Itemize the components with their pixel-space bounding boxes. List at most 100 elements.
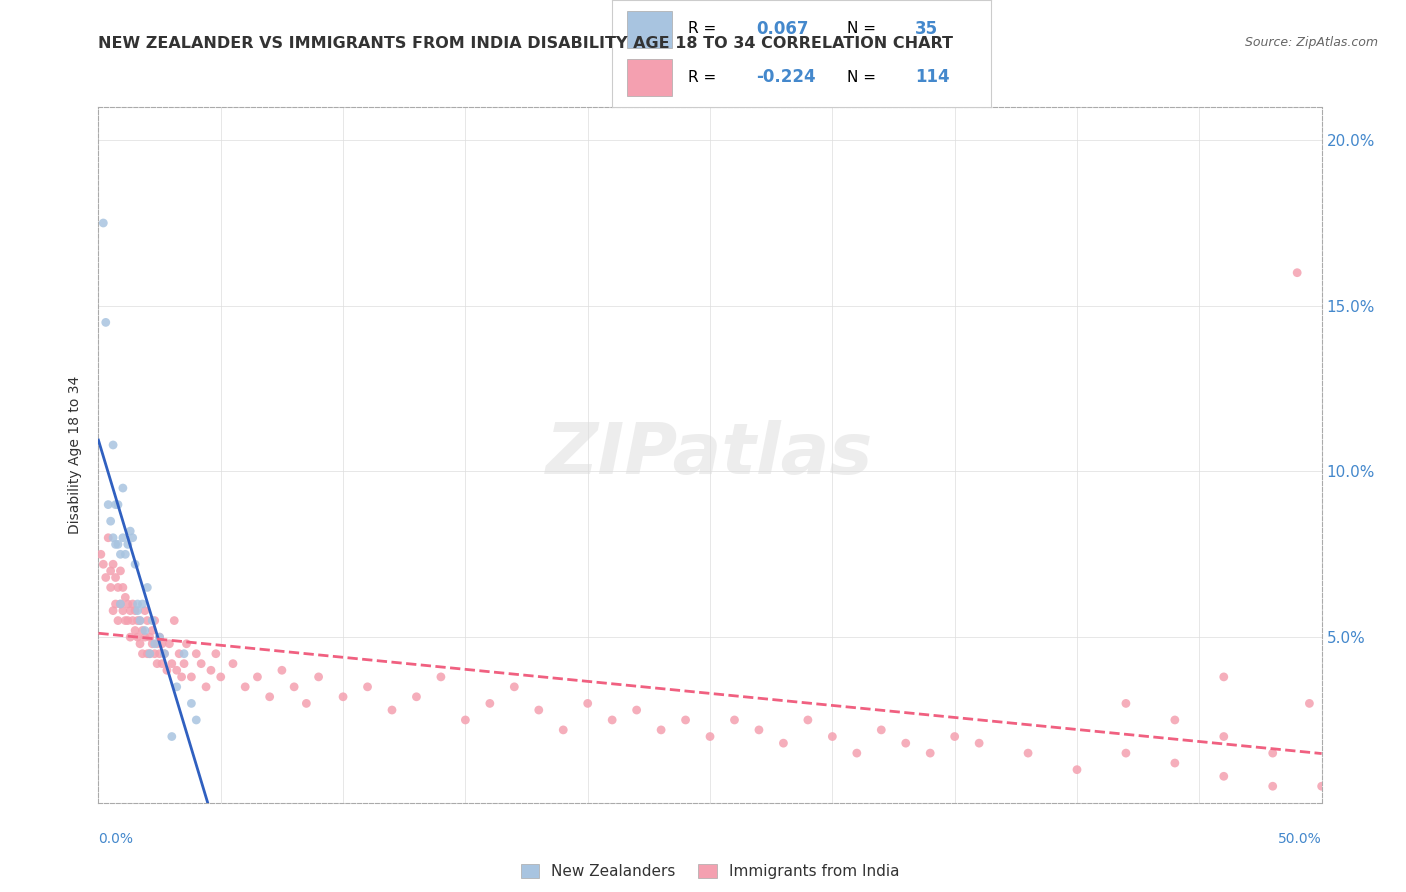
Point <box>143 637 166 651</box>
Point <box>134 630 156 644</box>
Point <box>1212 730 1234 744</box>
Point <box>114 614 136 628</box>
Point <box>111 604 134 618</box>
Point <box>141 637 163 651</box>
Point <box>150 637 173 651</box>
Point <box>527 703 550 717</box>
Point <box>120 630 142 644</box>
Legend: New Zealanders, Immigrants from India: New Zealanders, Immigrants from India <box>515 858 905 886</box>
Point <box>121 614 143 628</box>
Point <box>146 637 169 651</box>
Point <box>195 680 218 694</box>
Text: 35: 35 <box>915 20 938 37</box>
Point <box>100 581 122 595</box>
Point <box>1298 697 1320 711</box>
Text: 0.067: 0.067 <box>756 20 808 37</box>
Point <box>149 647 172 661</box>
Point <box>121 531 143 545</box>
Point <box>454 713 477 727</box>
Text: 114: 114 <box>915 68 950 86</box>
Point <box>153 647 176 661</box>
Point <box>143 614 166 628</box>
Point <box>97 531 120 545</box>
Point <box>1066 763 1088 777</box>
Y-axis label: Disability Age 18 to 34: Disability Age 18 to 34 <box>69 376 83 534</box>
Point <box>129 614 152 628</box>
Point <box>870 723 893 737</box>
Point <box>1261 746 1284 760</box>
Point <box>107 614 129 628</box>
Point <box>117 537 139 551</box>
Point <box>104 498 127 512</box>
Point <box>127 604 149 618</box>
Bar <box>627 59 672 96</box>
Point <box>381 703 404 717</box>
Point <box>127 597 149 611</box>
Point <box>100 564 122 578</box>
Point <box>173 647 195 661</box>
Point <box>110 597 132 611</box>
Point <box>101 558 124 572</box>
Point <box>139 647 162 661</box>
Point <box>149 630 172 644</box>
Point <box>139 630 162 644</box>
Point <box>222 657 245 671</box>
Point <box>176 637 198 651</box>
Point <box>186 713 208 727</box>
Point <box>797 713 820 727</box>
Point <box>180 697 202 711</box>
Point <box>160 730 183 744</box>
Point <box>141 624 163 638</box>
Point <box>114 591 136 605</box>
Point <box>101 604 124 618</box>
Point <box>149 630 172 644</box>
Point <box>104 570 127 584</box>
Point <box>160 657 183 671</box>
Point <box>1115 697 1137 711</box>
Point <box>111 581 134 595</box>
Point <box>104 597 127 611</box>
Point <box>111 531 134 545</box>
Point <box>121 597 143 611</box>
Point <box>141 614 163 628</box>
Point <box>283 680 305 694</box>
Text: R =: R = <box>688 70 716 85</box>
Point <box>136 581 159 595</box>
Point <box>190 657 212 671</box>
Point <box>600 713 623 727</box>
Text: N =: N = <box>846 21 876 37</box>
Point <box>576 697 599 711</box>
Text: N =: N = <box>846 70 876 85</box>
Point <box>117 597 139 611</box>
Point <box>110 547 132 561</box>
Point <box>478 697 501 711</box>
Point <box>845 746 868 760</box>
Point <box>650 723 672 737</box>
Point <box>131 597 153 611</box>
Point <box>356 680 378 694</box>
Point <box>1115 746 1137 760</box>
Point <box>170 670 193 684</box>
Point <box>146 657 169 671</box>
Point <box>943 730 966 744</box>
Text: Source: ZipAtlas.com: Source: ZipAtlas.com <box>1244 36 1378 49</box>
Bar <box>627 11 672 48</box>
Point <box>107 537 129 551</box>
Point <box>675 713 697 727</box>
Point <box>139 647 162 661</box>
Point <box>1212 769 1234 783</box>
Point <box>295 697 318 711</box>
Point <box>332 690 354 704</box>
Point <box>699 730 721 744</box>
Point <box>134 604 156 618</box>
Point <box>90 547 112 561</box>
Text: NEW ZEALANDER VS IMMIGRANTS FROM INDIA DISABILITY AGE 18 TO 34 CORRELATION CHART: NEW ZEALANDER VS IMMIGRANTS FROM INDIA D… <box>98 36 953 51</box>
Point <box>134 624 156 638</box>
Point <box>110 597 132 611</box>
Point <box>405 690 427 704</box>
Point <box>186 647 208 661</box>
Point <box>1164 713 1187 727</box>
Point <box>200 663 222 677</box>
Point <box>120 604 142 618</box>
Point <box>1261 779 1284 793</box>
